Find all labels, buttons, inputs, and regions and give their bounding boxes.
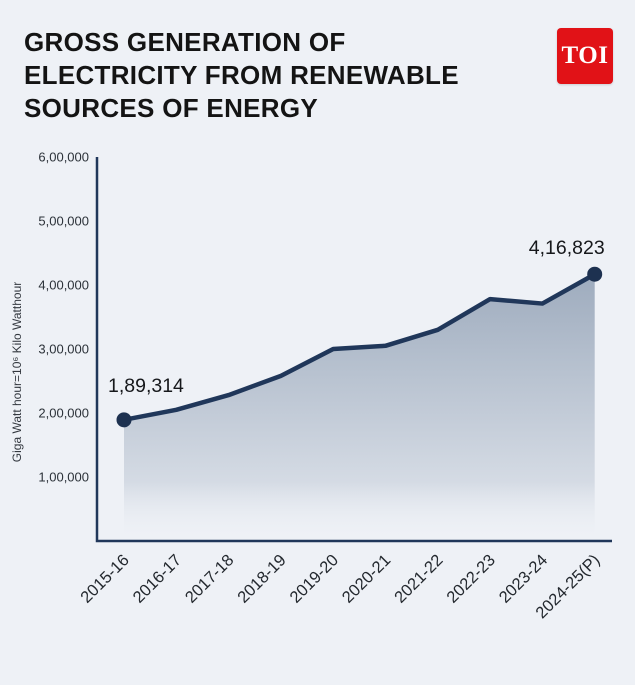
y-tick-label: 3,00,000 [38,342,89,357]
renewable-generation-chart: 1,00,000 2,00,000 3,00,000 4,00,000 5,00,000… [10,150,612,622]
x-tick-label: 2015-16 [77,551,133,607]
y-tick-label: 6,00,000 [38,150,89,165]
axes [95,157,612,543]
toi-logo-text: TOI [561,42,609,69]
data-point-dot [116,412,132,428]
area-fill [124,274,595,541]
y-tick-label: 5,00,000 [38,214,89,229]
data-point-dot [587,266,603,282]
page-title: GROSS GENERATION OF ELECTRICITY FROM REN… [24,27,459,124]
toi-logo: TOI [557,28,613,84]
x-tick-label: 2022-23 [443,551,499,607]
x-tick-label: 2016-17 [130,551,186,607]
x-tick-label: 2020-21 [339,551,395,607]
x-tick-label: 2019-20 [286,551,342,607]
x-tick-label: 2017-18 [182,551,238,607]
y-tick-label: 4,00,000 [38,278,89,293]
chart-area: 1,00,000 2,00,000 3,00,000 4,00,000 5,00,000… [0,140,635,680]
data-point-label: 4,16,823 [529,237,605,259]
y-tick-label: 2,00,000 [38,406,89,421]
x-tick-label: 2018-19 [234,551,290,607]
y-axis-label: Giga Watt hour=10⁶ Kilo Watthour [10,282,24,462]
y-tick-label: 1,00,000 [38,470,89,485]
data-point-label: 1,89,314 [108,375,184,397]
header: GROSS GENERATION OF ELECTRICITY FROM REN… [0,0,635,123]
x-tick-label: 2021-22 [391,551,447,607]
data-line [121,271,597,423]
